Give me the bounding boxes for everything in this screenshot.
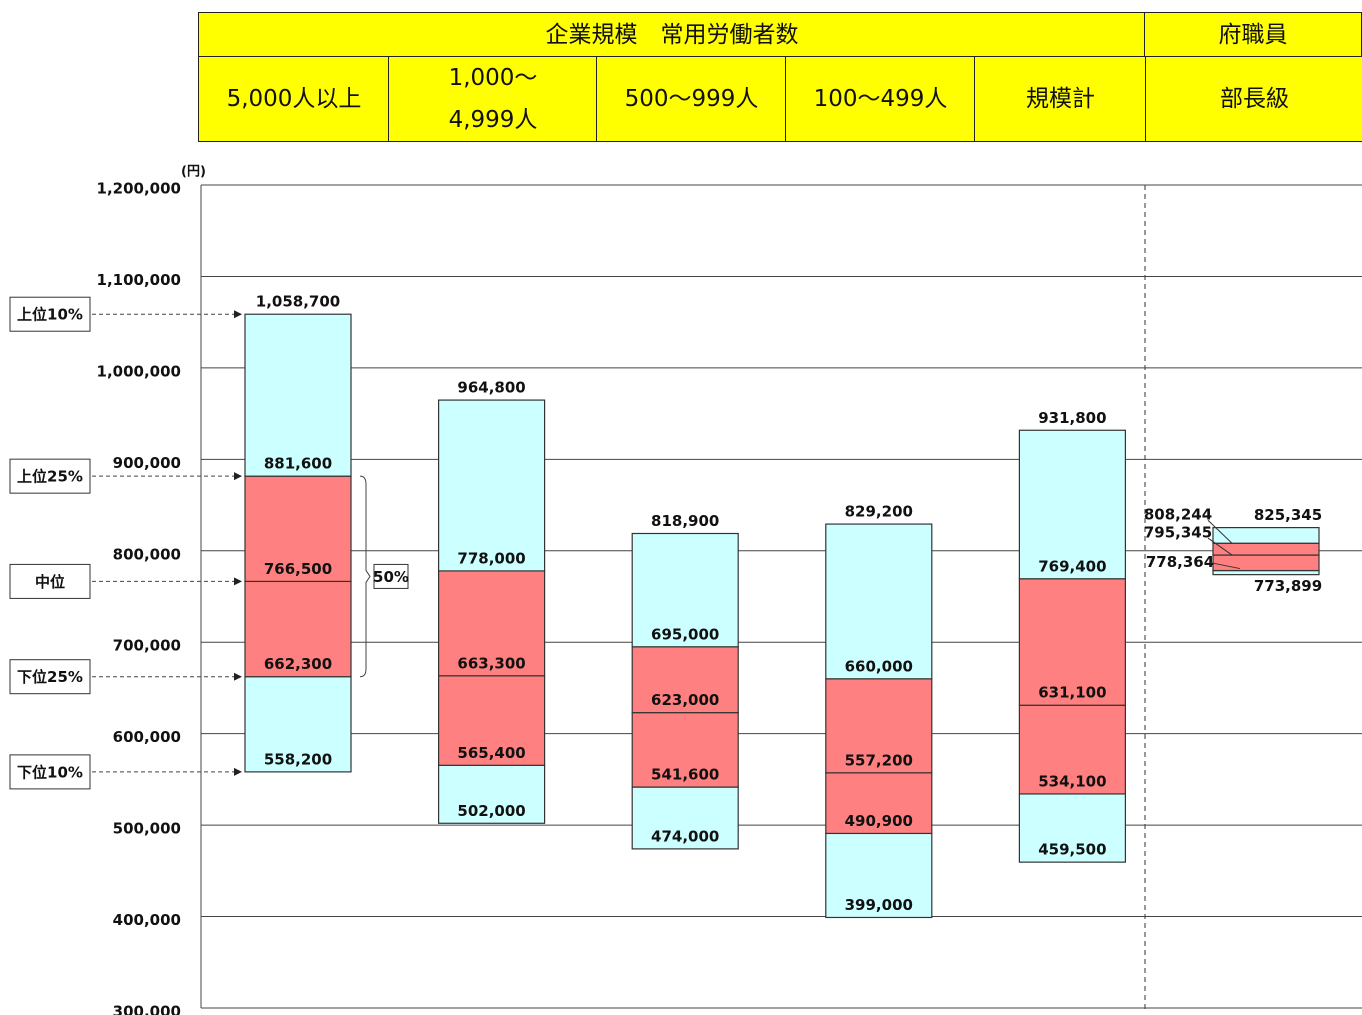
value-label: 766,500	[264, 560, 332, 578]
box-part	[631, 646, 739, 714]
group-title: 企業規模 常用労働者数	[198, 12, 1146, 58]
y-tick-label: 1,000,000	[97, 362, 181, 380]
box-part	[1018, 793, 1127, 863]
value-label: 795,345	[1144, 524, 1212, 542]
box-part	[825, 772, 933, 835]
category-cell: 100～499人	[785, 56, 976, 142]
value-label: 773,899	[1254, 577, 1322, 595]
value-label: 931,800	[1038, 409, 1106, 427]
legend-box	[9, 296, 91, 332]
box-part	[244, 475, 352, 583]
box-part	[244, 313, 352, 477]
box-part	[631, 532, 739, 648]
leader-line	[1209, 562, 1241, 570]
value-label: 623,000	[651, 691, 719, 709]
leader-line	[1207, 519, 1233, 544]
category-cell: 5,000人以上	[198, 56, 390, 142]
y-tick-label: 600,000	[113, 728, 181, 746]
box-part	[438, 675, 546, 766]
value-label: 502,000	[457, 802, 525, 820]
y-tick-label: 300,000	[113, 1003, 181, 1015]
value-label: 829,200	[845, 503, 913, 521]
value-label: 778,364	[1146, 553, 1214, 571]
legend-label: 上位25%	[17, 468, 83, 486]
box-part	[438, 570, 546, 677]
legend-box	[9, 563, 91, 599]
value-label: 818,900	[651, 512, 719, 530]
value-label: 769,400	[1038, 557, 1106, 575]
value-label: 778,000	[457, 549, 525, 567]
value-label: 825,345	[1254, 506, 1322, 524]
box-part	[1212, 554, 1320, 572]
value-label: 1,058,700	[256, 293, 340, 311]
box-part	[631, 786, 739, 850]
value-label: 541,600	[651, 766, 719, 784]
box-part	[825, 523, 933, 680]
box-part	[825, 832, 933, 919]
legend-label: 上位10%	[17, 306, 83, 324]
y-tick-label: 500,000	[113, 820, 181, 838]
value-label: 490,900	[845, 812, 913, 830]
box-part	[1212, 569, 1320, 576]
value-label: 660,000	[845, 657, 913, 675]
value-label: 399,000	[845, 896, 913, 914]
box-part	[1018, 578, 1127, 706]
category-cell: 規模計	[974, 56, 1147, 142]
value-label: 631,100	[1038, 684, 1106, 702]
value-label: 459,500	[1038, 841, 1106, 859]
category-cell: 1,000～ 4,999人	[388, 56, 598, 142]
value-label: 557,200	[845, 751, 913, 769]
box-part	[244, 580, 352, 678]
value-label: 663,300	[457, 654, 525, 672]
box-part	[438, 399, 546, 572]
header-table: 企業規模 常用労働者数 府職員 5,000人以上 1,000～ 4,999人 500…	[198, 12, 1362, 142]
y-tick-label: 900,000	[113, 454, 181, 472]
y-unit: (円)	[181, 165, 206, 180]
category-cell: 部長級	[1145, 56, 1362, 142]
bracket-label: 50%	[373, 568, 409, 586]
legend-box	[9, 458, 91, 494]
box-part	[1018, 429, 1127, 580]
leader-line	[1207, 537, 1233, 556]
value-label: 881,600	[264, 455, 332, 473]
value-label: 695,000	[651, 625, 719, 643]
y-tick-label: 400,000	[113, 911, 181, 929]
legend-label: 下位25%	[17, 668, 83, 686]
value-label: 474,000	[651, 827, 719, 845]
legend-label: 下位10%	[17, 763, 83, 781]
bracket	[359, 475, 371, 678]
box-part	[438, 764, 546, 824]
value-label: 534,100	[1038, 772, 1106, 790]
y-tick-label: 700,000	[113, 637, 181, 655]
legend-box	[9, 659, 91, 695]
box-part	[1018, 704, 1127, 795]
y-tick-label: 1,200,000	[97, 180, 181, 198]
y-tick-label: 1,100,000	[97, 271, 181, 289]
box-part	[1212, 527, 1320, 544]
value-label: 808,244	[1144, 506, 1212, 524]
value-label: 565,400	[457, 744, 525, 762]
y-tick-label: 800,000	[113, 545, 181, 563]
legend-label: 中位	[35, 573, 65, 591]
value-label: 662,300	[264, 655, 332, 673]
value-label: 558,200	[264, 750, 332, 768]
box-part	[244, 676, 352, 773]
bracket-box	[373, 563, 409, 589]
value-label: 964,800	[457, 379, 525, 397]
legend-box	[9, 754, 91, 790]
box-part	[631, 712, 739, 788]
